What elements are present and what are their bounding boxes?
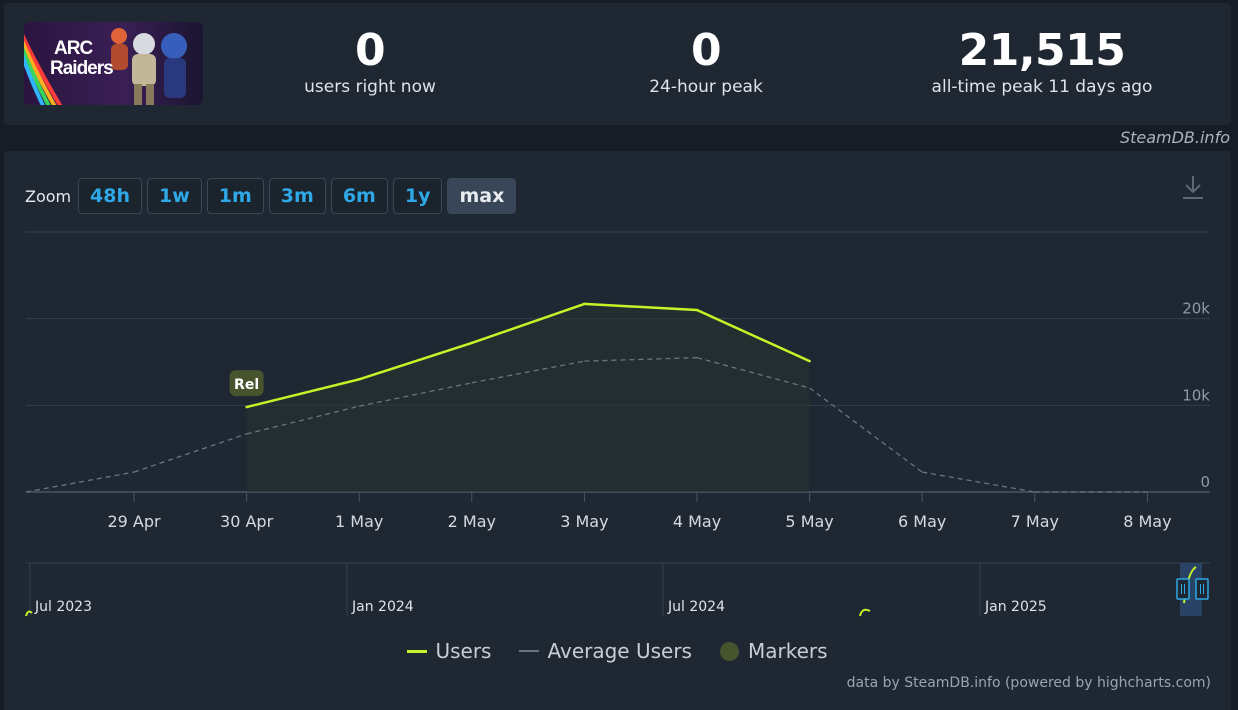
y-tick-label: 10k xyxy=(1182,386,1210,404)
x-tick-label: 7 May xyxy=(1011,512,1059,531)
x-tick-label: 8 May xyxy=(1123,512,1171,531)
legend-swatch-markers xyxy=(719,641,739,661)
users-layer xyxy=(245,302,811,409)
users-segment xyxy=(695,308,811,363)
navigator-left-handle[interactable] xyxy=(1176,578,1190,600)
x-tick-label: 2 May xyxy=(448,512,496,531)
x-tick-label: 3 May xyxy=(560,512,608,531)
legend-label: Users xyxy=(435,639,492,663)
legend-item-users[interactable]: Users xyxy=(407,639,491,663)
markers-layer: Rel xyxy=(229,370,264,397)
y-axis: 0 10k 20k xyxy=(1182,300,1210,491)
stat-24h-peak: 0 24-hour peak xyxy=(546,25,866,99)
stat-label: users right now xyxy=(304,77,436,97)
x-tick-label: 5 May xyxy=(785,512,833,531)
stat-users-now: 0 users right now xyxy=(210,25,530,99)
stat-label: 24-hour peak xyxy=(649,77,763,97)
stat-value: 0 xyxy=(690,25,722,76)
x-tick-label: 30 Apr xyxy=(220,512,274,531)
legend-swatch-users xyxy=(407,649,428,653)
highcharts-credit[interactable]: data by SteamDB.info (powered by highcha… xyxy=(846,675,1211,691)
game-logo[interactable]: ARC Raiders xyxy=(24,22,203,105)
chart-legend: Users Average Users Markers xyxy=(4,639,1231,663)
average-users-segment xyxy=(25,471,135,493)
game-logo-line-1: ARC xyxy=(54,38,93,59)
average-users-segment xyxy=(809,387,923,473)
legend-swatch-average-users xyxy=(519,650,540,652)
download-icon[interactable] xyxy=(1179,173,1207,203)
average-users-segment xyxy=(922,471,1035,493)
users-segment xyxy=(357,341,474,381)
stats-header: ARC Raiders 0 users right now 0 24-hour … xyxy=(4,3,1231,125)
legend-label: Markers xyxy=(747,639,828,663)
navigator-label: Jul 2024 xyxy=(667,599,725,615)
legend-item-markers[interactable]: Markers xyxy=(719,639,828,663)
navigator-label: Jan 2024 xyxy=(351,599,414,615)
users-area xyxy=(246,303,810,492)
legend-label: Average Users xyxy=(547,639,692,663)
zoom-6m-button[interactable]: 6m xyxy=(330,178,388,214)
navigator-series-mid xyxy=(859,608,871,617)
y-tick-label: 0 xyxy=(1200,473,1210,491)
average-users-segment xyxy=(696,357,810,389)
zoom-label: Zoom xyxy=(25,187,72,206)
legend-item-average-users[interactable]: Average Users xyxy=(519,639,692,663)
x-axis: 29 Apr 30 Apr 1 May 2 May 3 May 4 May 5 May 6 M… xyxy=(107,492,1172,531)
game-logo-line-2: Raiders xyxy=(50,58,113,79)
x-tick-label: 6 May xyxy=(898,512,946,531)
average-users-segment xyxy=(584,357,698,362)
game-logo-art: ARC Raiders xyxy=(24,22,203,105)
y-tick-label: 20k xyxy=(1182,300,1210,318)
marker-flag[interactable] xyxy=(229,370,264,397)
navigator-label: Jul 2023 xyxy=(34,599,92,615)
users-segment xyxy=(583,302,699,312)
chart-panel: Zoom 48h 1w 1m 3m 6m 1y max Rel 29 Apr 30… xyxy=(4,151,1231,710)
average-users-segment xyxy=(471,360,585,384)
x-tick-label: 29 Apr xyxy=(107,512,161,531)
navigator: Jul 2023 Jan 2024 Jul 2024 Jan 2025 xyxy=(25,562,1210,617)
player-count-chart: Rel 29 Apr 30 Apr 1 May 2 May 3 May 4 May 5 Ma… xyxy=(25,231,1210,617)
navigator-label: Jan 2025 xyxy=(984,599,1047,615)
zoom-1m-button[interactable]: 1m xyxy=(206,178,264,214)
average-users-segment xyxy=(359,382,472,407)
marker-label: Rel xyxy=(234,377,259,393)
zoom-1w-button[interactable]: 1w xyxy=(146,178,202,214)
x-tick-label: 4 May xyxy=(673,512,721,531)
x-tick-label: 1 May xyxy=(335,512,383,531)
navigator-selection[interactable] xyxy=(1180,563,1202,616)
zoom-48h-button[interactable]: 48h xyxy=(78,178,142,214)
steamdb-credit[interactable]: SteamDB.info xyxy=(1119,128,1230,147)
users-segment xyxy=(245,378,361,409)
zoom-max-button[interactable]: max xyxy=(447,178,517,214)
stat-value: 0 xyxy=(354,25,386,76)
users-segment xyxy=(470,302,586,345)
stat-all-time-peak: 21,515 all-time peak 11 days ago xyxy=(882,25,1202,99)
navigator-series-start xyxy=(25,610,33,617)
zoom-1y-button[interactable]: 1y xyxy=(392,178,443,214)
average-users-segment xyxy=(246,405,360,435)
average-users-layer xyxy=(25,357,1148,493)
stat-label: all-time peak 11 days ago xyxy=(931,77,1153,97)
zoom-3m-button[interactable]: 3m xyxy=(268,178,326,214)
average-users-segment xyxy=(133,433,247,473)
stat-value: 21,515 xyxy=(958,25,1126,76)
zoom-buttons: 48h 1w 1m 3m 6m 1y max xyxy=(78,178,517,214)
navigator-right-handle[interactable] xyxy=(1195,578,1209,600)
users-area-layer xyxy=(246,303,810,492)
